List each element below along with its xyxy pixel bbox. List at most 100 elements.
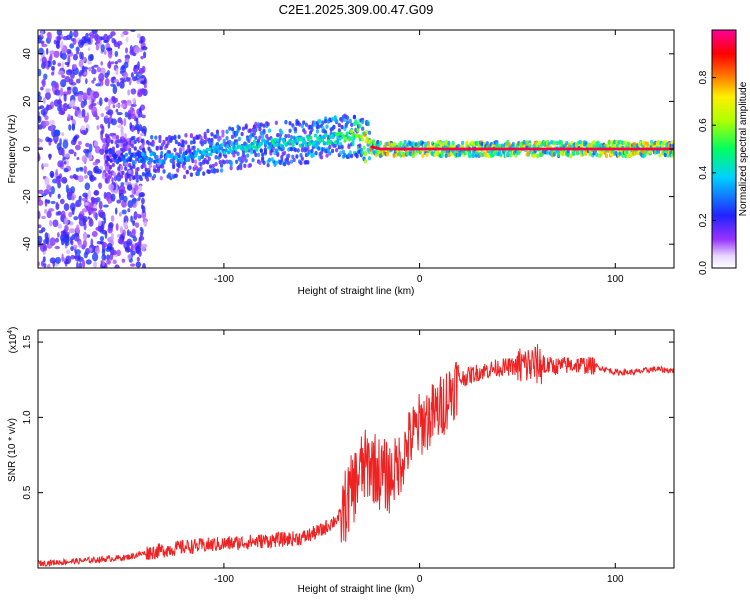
spectrogram-cell — [71, 38, 75, 42]
spectrogram-cell — [52, 219, 59, 228]
spectrogram-cell — [187, 144, 191, 150]
spectrogram-cell — [332, 124, 336, 130]
spectrogram-cell — [214, 147, 218, 152]
spectrogram-cell — [361, 150, 365, 155]
spectrogram-cell — [205, 147, 209, 152]
spectrogram-marks — [38, 30, 674, 268]
spectrogram-cell — [306, 160, 310, 165]
spectrogram-cell — [344, 136, 348, 141]
spectrogram-cell — [54, 82, 58, 89]
spectrogram-cell — [172, 159, 176, 164]
spectrogram-cell — [120, 152, 124, 157]
spectrogram-cell — [656, 149, 661, 154]
spectrogram-cell — [75, 144, 81, 151]
spectrogram-ytick-label: 20 — [22, 95, 33, 107]
spectrogram-cell — [132, 220, 136, 227]
spectrogram-cell — [88, 143, 93, 153]
spectrogram-cell — [85, 142, 90, 148]
spectrogram-cell — [145, 177, 150, 182]
spectrogram-cell — [366, 121, 370, 127]
spectrogram-cell — [230, 134, 235, 139]
spectrogram-cell — [221, 142, 225, 147]
snr-ticks: -100 0 100 0.5 1.0 1.5 — [22, 330, 674, 585]
spectrogram-cell — [119, 80, 125, 89]
spectrogram-cell — [216, 144, 220, 149]
spectrogram-cell — [447, 140, 451, 146]
spectrogram-cell — [178, 147, 183, 152]
spectrogram-cell — [206, 128, 210, 134]
spectrogram-cell — [77, 175, 84, 183]
spectrogram-cell — [60, 79, 67, 88]
spectrogram-cell — [71, 123, 76, 131]
spectrogram-cell — [213, 169, 217, 174]
spectrogram-cell — [154, 168, 158, 173]
spectrogram-cell — [141, 152, 145, 157]
spectrogram-cell — [50, 124, 54, 132]
spectrogram-cell — [335, 132, 339, 137]
spectrogram-cell — [120, 119, 124, 126]
snr-xtick-label: 0 — [417, 574, 423, 585]
spectrogram-cell — [177, 154, 181, 159]
spectrogram-cell — [55, 256, 61, 264]
colorbar-gradient — [711, 29, 737, 269]
spectrogram-cell — [200, 142, 204, 147]
spectrogram-cell — [141, 125, 147, 134]
spectrogram-cell — [235, 159, 239, 164]
spectrogram-cell — [112, 97, 119, 103]
spectrogram-cell — [174, 139, 178, 145]
spectrogram-cell — [532, 153, 536, 159]
spectrogram-cell — [109, 252, 114, 261]
spectrogram-cell — [90, 196, 95, 202]
spectrogram-cell — [55, 178, 61, 185]
spectrogram-cell — [81, 259, 86, 268]
spectrogram-cell — [115, 103, 121, 108]
spectrogram-cell — [199, 165, 203, 171]
spectrogram-cell — [121, 258, 126, 263]
spectrogram-cell — [127, 208, 131, 213]
spectrogram-cell — [135, 171, 139, 176]
spectrogram-cell — [63, 167, 69, 173]
spectrogram-cell — [236, 151, 240, 156]
spectrogram-cell — [129, 231, 132, 238]
spectrogram-cell — [170, 135, 174, 141]
spectrogram-cell — [267, 128, 272, 133]
spectrogram-cell — [101, 125, 105, 135]
spectrogram-cell — [319, 150, 324, 155]
spectrogram-cell — [53, 129, 60, 137]
spectrogram-cell — [367, 130, 372, 135]
spectrogram-cell — [59, 198, 65, 205]
spectrogram-cell — [41, 56, 47, 64]
spectrogram-cell — [75, 201, 80, 208]
spectrogram-cell — [344, 123, 348, 129]
spectrogram-cell — [113, 135, 117, 140]
spectrogram-cell — [65, 255, 72, 265]
spectrogram-cell — [425, 152, 429, 157]
spectrogram-cell — [310, 139, 314, 144]
spectrogram-cell — [128, 157, 132, 162]
spectrogram-cell — [52, 59, 56, 66]
spectrogram-cell — [93, 77, 96, 82]
spectrogram-cell — [75, 46, 80, 53]
spectrogram-cell — [100, 131, 104, 141]
spectrogram-cell — [435, 143, 439, 148]
spectrogram-cell — [306, 137, 310, 142]
spectrogram-cell — [126, 100, 132, 106]
spectrogram-cell — [211, 163, 215, 169]
spectrogram-cell — [120, 33, 125, 38]
spectrogram-cell — [148, 163, 152, 169]
spectrogram-cell — [49, 119, 56, 126]
spectrogram-cell — [136, 157, 140, 162]
spectrogram-cell — [280, 130, 284, 135]
spectrogram-cell — [119, 174, 124, 179]
spectrogram-cell — [123, 215, 129, 224]
spectrogram-cell — [348, 118, 352, 124]
spectrogram-cell — [135, 261, 142, 268]
spectrogram-cell — [115, 135, 120, 140]
spectrogram-cell — [116, 81, 120, 87]
spectrogram-cell — [59, 87, 64, 97]
spectrogram-cell — [117, 238, 123, 244]
spectrogram-cell — [61, 61, 64, 70]
spectrogram-cell — [180, 158, 184, 163]
spectrogram-cell — [244, 125, 248, 130]
